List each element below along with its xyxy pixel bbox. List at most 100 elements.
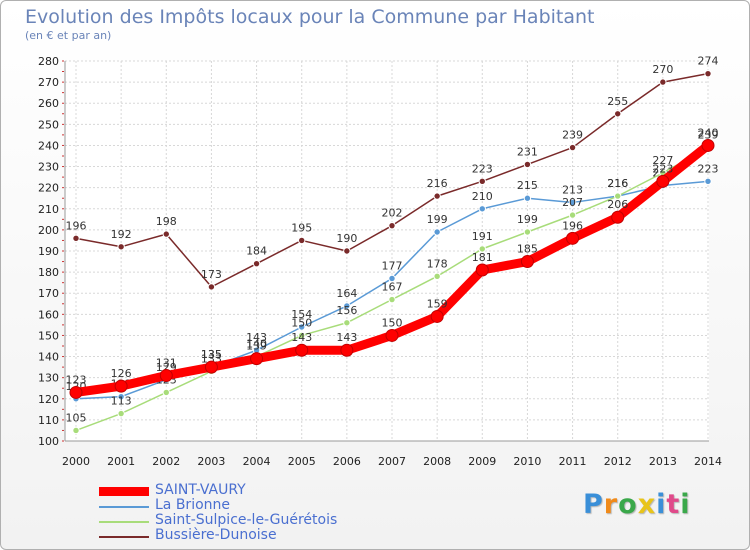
x-tick-label: 2013 (649, 455, 677, 468)
legend-item-saint-vaury: SAINT-VAURY (99, 482, 439, 499)
data-point (162, 230, 170, 238)
data-point (614, 192, 622, 200)
data-label: 206 (607, 198, 628, 211)
y-tick-label: 210 (38, 203, 59, 216)
data-point (207, 283, 216, 291)
data-label: 123 (66, 373, 87, 386)
data-label: 231 (517, 145, 538, 158)
data-label: 135 (201, 348, 222, 361)
data-point (659, 78, 667, 86)
data-point (117, 409, 125, 418)
data-label: 154 (291, 308, 312, 321)
data-label: 207 (562, 196, 583, 209)
y-tick-label: 250 (38, 118, 59, 131)
data-point (656, 174, 670, 188)
data-label: 227 (652, 154, 673, 167)
y-tick-label: 170 (38, 287, 59, 300)
data-point (478, 205, 486, 213)
y-tick-label: 230 (38, 161, 59, 174)
legend-item-saint-sulpice: Saint-Sulpice-le-Guérétois (99, 512, 439, 529)
data-point (523, 160, 532, 169)
legend-label-saint-vaury: SAINT-VAURY (155, 482, 246, 498)
data-label: 240 (698, 126, 719, 139)
data-point (704, 177, 712, 186)
data-point (704, 69, 712, 78)
data-label: 274 (698, 55, 719, 68)
x-tick-label: 2002 (152, 455, 180, 468)
data-label: 150 (291, 316, 312, 329)
data-label: 150 (382, 316, 403, 329)
data-label: 210 (472, 190, 493, 203)
y-tick-label: 160 (38, 308, 59, 321)
data-label: 139 (246, 340, 267, 353)
legend-label-saint-sulpice: Saint-Sulpice-le-Guérétois (155, 512, 338, 528)
legend-swatch-saint-sulpice (99, 521, 149, 523)
data-point (388, 274, 396, 283)
data-point (298, 236, 306, 245)
data-label: 159 (427, 297, 448, 310)
data-point (343, 247, 351, 255)
data-point (430, 309, 444, 323)
data-point (298, 323, 306, 331)
data-point (478, 245, 486, 253)
data-label: 195 (291, 221, 312, 234)
data-point (523, 228, 532, 236)
data-label: 196 (66, 219, 87, 232)
data-point (343, 319, 351, 327)
x-tick-label: 2008 (423, 455, 451, 468)
chart-subtitle: (en € et par an) (25, 29, 112, 42)
data-point (117, 392, 125, 401)
data-label: 105 (66, 411, 87, 424)
data-point (72, 234, 80, 243)
data-label: 255 (607, 95, 628, 108)
data-label: 215 (517, 179, 538, 192)
data-point (204, 360, 218, 374)
data-label: 190 (336, 232, 357, 245)
y-tick-label: 220 (38, 182, 59, 195)
data-point (252, 259, 261, 268)
data-point (72, 426, 80, 435)
data-label: 216 (607, 177, 628, 190)
data-label: 239 (698, 129, 719, 142)
y-tick-label: 110 (38, 414, 59, 427)
data-point (114, 379, 128, 393)
data-label: 216 (607, 177, 628, 190)
data-point (475, 263, 489, 277)
data-point (701, 138, 715, 152)
data-label: 184 (246, 245, 267, 258)
data-label: 223 (698, 162, 719, 175)
x-tick-label: 2010 (513, 455, 541, 468)
data-point (566, 231, 580, 245)
data-label: 177 (382, 259, 403, 272)
data-label: 196 (562, 219, 583, 232)
data-label: 185 (517, 243, 538, 256)
data-point (343, 302, 351, 310)
data-label: 135 (201, 348, 222, 361)
legend-label-la-brionne: La Brionne (155, 497, 231, 513)
data-point (568, 198, 577, 207)
x-tick-label: 2007 (378, 455, 406, 468)
data-label: 143 (336, 331, 357, 344)
data-label: 239 (562, 129, 583, 142)
data-point (298, 331, 306, 340)
data-label: 198 (156, 215, 177, 228)
x-tick-label: 2009 (468, 455, 496, 468)
y-tick-label: 190 (38, 245, 59, 258)
y-tick-label: 130 (38, 372, 59, 385)
legend-label-bussiere-dunoise: Bussière-Dunoise (155, 527, 277, 543)
legend-item-la-brionne: La Brionne (99, 497, 439, 514)
x-tick-label: 2001 (107, 455, 135, 468)
data-point (117, 243, 125, 251)
data-point (388, 295, 396, 304)
y-tick-label: 150 (38, 329, 59, 342)
data-label: 181 (472, 251, 493, 264)
data-point (520, 255, 534, 269)
x-tick-label: 2005 (288, 455, 316, 468)
data-point (295, 343, 309, 357)
data-label: 143 (246, 331, 267, 344)
x-tick-label: 2011 (559, 455, 587, 468)
legend-swatch-saint-vaury (99, 487, 149, 496)
legend-item-bussiere-dunoise: Bussière-Dunoise (99, 527, 439, 544)
data-label: 223 (652, 162, 673, 175)
